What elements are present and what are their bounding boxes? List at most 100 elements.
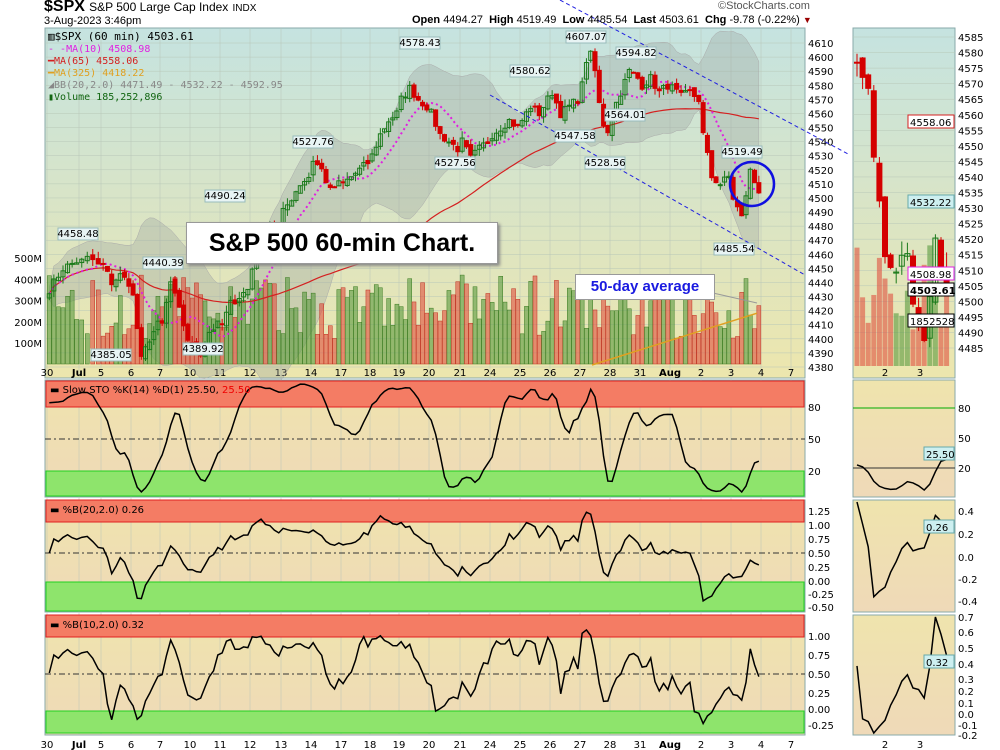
- volume-bar: [407, 278, 412, 365]
- volume-bar: [349, 290, 354, 365]
- mini-indicator-tick-label: 0.7: [958, 613, 974, 624]
- x-tick-label: 31: [634, 368, 647, 379]
- volume-bar: [328, 325, 333, 365]
- candle-body: [284, 204, 290, 211]
- volume-bar: [357, 322, 362, 365]
- mini-y-tick-label: 4585: [958, 33, 983, 44]
- volume-bar: [424, 312, 430, 365]
- candle-body: [327, 184, 333, 188]
- y-tick-label: 4520: [808, 166, 833, 177]
- candle-body: [493, 132, 499, 141]
- volume-bar: [459, 274, 465, 365]
- candle-body: [134, 293, 140, 330]
- volume-bar: [378, 287, 383, 365]
- indicator-tick-label: 0.50: [808, 549, 830, 560]
- volume-bar: [558, 326, 563, 365]
- candle-body: [104, 265, 110, 272]
- indicator-title: ▬ Slow STO %K(14) %D(1) 25.50, 25.50: [50, 385, 251, 396]
- volume-bar: [420, 282, 425, 365]
- mini-indicator-tick-label: 0.2: [958, 687, 974, 698]
- mini-indicator-tick-label: -0.4: [958, 597, 978, 608]
- indicator-tick-label: 0.00: [808, 577, 830, 588]
- oversold-zone: [45, 581, 805, 612]
- x-tick-label: 21: [454, 368, 467, 379]
- x-tick-label: 5: [98, 368, 104, 379]
- chg-value: -9.78 (-0.22%): [729, 14, 800, 26]
- price-label-box: [584, 156, 626, 170]
- price-label-box: [90, 348, 132, 362]
- volume-bar: [258, 287, 264, 365]
- candle-body: [245, 288, 251, 296]
- volume-bar: [635, 315, 641, 365]
- mini-y-tick-label: 4495: [958, 313, 983, 324]
- mini-indicator-tick-label: -0.2: [958, 575, 978, 586]
- volume-bar: [336, 289, 342, 365]
- candle-body: [228, 299, 234, 315]
- volume-bar: [571, 290, 576, 365]
- candle-body: [289, 200, 295, 207]
- candle-body: [528, 108, 534, 113]
- candle-body: [302, 180, 308, 186]
- candle-body: [249, 268, 255, 290]
- volume-bar: [692, 315, 697, 365]
- candle-body: [185, 323, 191, 341]
- price-label: 4528.56: [584, 158, 625, 169]
- volume-bar: [365, 289, 371, 365]
- exchange: INDX: [232, 3, 257, 14]
- y-tick-label: 4420: [808, 307, 833, 318]
- mini-indicator-tick-label: 0.0: [958, 553, 974, 564]
- candle-body: [605, 125, 611, 134]
- price-tag: 1852528: [910, 317, 955, 328]
- oversold-zone: [45, 470, 805, 497]
- volume-tick-label: 100M: [14, 339, 42, 350]
- x-tick-label: 31: [634, 740, 647, 750]
- x-tick-label: 24: [484, 368, 497, 379]
- x-tick-label: Aug: [659, 740, 681, 750]
- candle-body: [511, 119, 517, 127]
- volume-bar: [416, 324, 421, 365]
- symbol: $SPX: [44, 0, 85, 15]
- legend-bb: ◢BB(20,2.0) 4471.49 - 4532.22 - 4592.95: [48, 80, 283, 91]
- volume-bar: [614, 310, 619, 365]
- candle-body: [172, 278, 178, 294]
- candle-body: [722, 176, 728, 183]
- volume-bar: [390, 325, 396, 365]
- volume-bar: [519, 333, 525, 365]
- indicator-title: ▬ %B(20,2.0) 0.26: [50, 505, 144, 516]
- indicator-title: ▬ %B(10,2.0) 0.32: [50, 620, 144, 631]
- volume-bar: [648, 300, 653, 365]
- volume-bar: [47, 275, 52, 365]
- legend: ▥$SPX (60 min) 4503.61 - -MA(10) 4508.98…: [48, 30, 283, 104]
- candle-body: [394, 110, 400, 119]
- candle-body: [752, 169, 758, 184]
- volume-bar: [502, 301, 508, 365]
- candle-body: [437, 126, 443, 134]
- mini-candle-body: [904, 253, 911, 257]
- candle-icon: ▥: [48, 30, 55, 43]
- volume-bar: [361, 306, 367, 365]
- mini-indicator-tick-label: 0.5: [958, 644, 974, 655]
- price-label-box: [182, 342, 224, 356]
- candle-body: [541, 106, 547, 118]
- x-tick-label: 7: [788, 368, 794, 379]
- mini-x-tick-label: 2: [882, 368, 888, 379]
- candle-body: [377, 133, 383, 147]
- volume-bar: [713, 312, 719, 365]
- indicator-name: ▬ Slow STO %K(14) %D(1) 25.50,: [50, 385, 222, 396]
- candle-body: [639, 76, 645, 90]
- x-tick-label: Jul: [71, 740, 86, 750]
- price-label-box: [604, 108, 646, 122]
- candle-body: [532, 105, 538, 108]
- volume-bar: [353, 286, 358, 365]
- y-tick-label: 4440: [808, 278, 833, 289]
- price-label-box: [713, 242, 755, 256]
- candle-body: [583, 62, 589, 80]
- candle-body: [678, 89, 684, 93]
- candle-body: [502, 127, 508, 133]
- mini-y-tick-label: 4570: [958, 80, 983, 91]
- candle-body: [163, 301, 169, 324]
- price-tag-box: [907, 313, 955, 328]
- mini-y-tick-label: 4520: [958, 235, 983, 246]
- x-tick-label: 3: [728, 368, 734, 379]
